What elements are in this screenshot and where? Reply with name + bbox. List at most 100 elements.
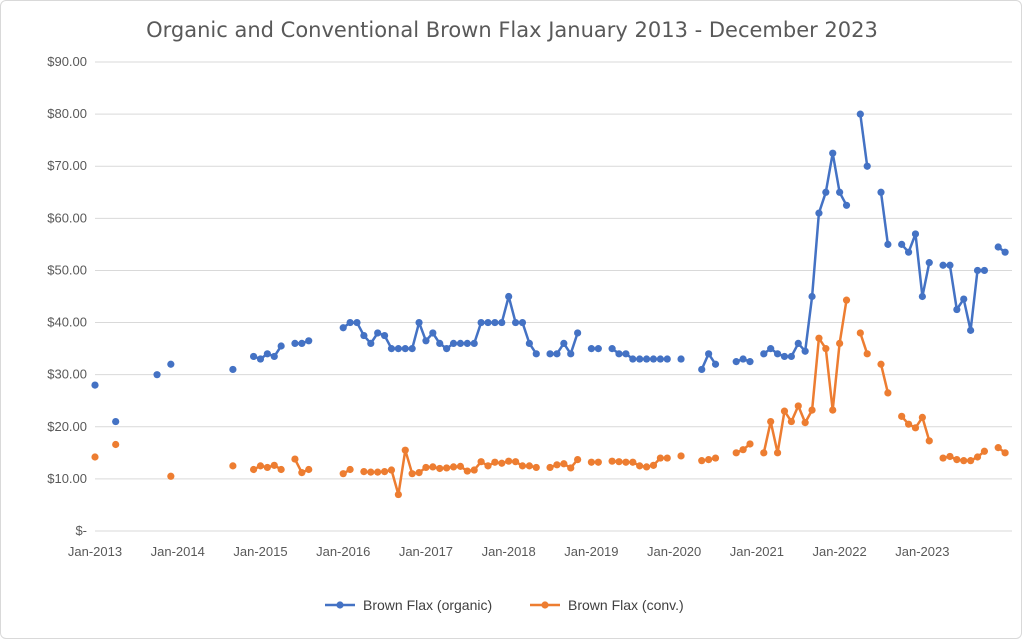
data-point	[339, 324, 347, 332]
data-point	[622, 350, 630, 358]
data-point	[525, 339, 533, 347]
chart-title: Organic and Conventional Brown Flax Janu…	[146, 18, 878, 42]
gridlines	[95, 61, 1012, 532]
data-point	[829, 149, 837, 157]
data-point	[649, 355, 658, 363]
data-point	[801, 419, 809, 427]
data-point	[711, 454, 720, 462]
series-plot-area	[91, 110, 1009, 499]
data-point	[546, 350, 554, 358]
data-point	[229, 365, 237, 374]
data-point	[374, 468, 382, 476]
data-point	[863, 162, 871, 170]
data-point	[911, 230, 920, 238]
data-point	[842, 296, 851, 304]
data-point	[256, 355, 265, 363]
data-point	[553, 350, 561, 358]
data-point	[918, 413, 926, 421]
y-tick-label: $50.00	[47, 262, 87, 277]
data-point	[705, 350, 713, 358]
series-line	[879, 192, 890, 245]
data-point	[401, 345, 409, 353]
data-point	[808, 406, 816, 414]
data-point	[263, 463, 271, 472]
data-point	[856, 110, 864, 118]
data-point	[856, 329, 864, 337]
data-point	[787, 352, 795, 361]
data-point	[91, 381, 99, 389]
data-point	[918, 292, 926, 301]
x-axis-ticks: Jan-2013 Jan-2014 Jan-2015 Jan-2016 Jan-2017…	[68, 544, 950, 559]
data-point	[594, 345, 602, 353]
data-point	[925, 259, 933, 267]
data-point	[511, 458, 520, 466]
data-point	[904, 420, 913, 428]
y-tick-label: $80.00	[47, 106, 87, 121]
data-point	[401, 446, 409, 454]
data-point	[167, 472, 175, 480]
data-point	[518, 318, 527, 327]
data-point	[794, 402, 802, 410]
data-point	[518, 462, 527, 470]
data-point	[953, 305, 961, 314]
data-point	[760, 449, 768, 457]
data-point	[884, 389, 892, 397]
series-conventional	[91, 296, 1009, 499]
data-point	[622, 458, 630, 466]
y-tick-label: $60.00	[47, 210, 87, 225]
y-tick-label: $30.00	[47, 367, 87, 382]
data-point	[511, 318, 520, 327]
data-point	[443, 464, 451, 472]
data-point	[298, 469, 306, 477]
data-point	[629, 355, 637, 363]
data-point	[374, 329, 382, 337]
data-point	[822, 188, 830, 196]
y-tick-label: $20.00	[47, 419, 87, 434]
data-point	[525, 462, 533, 470]
data-point	[973, 266, 982, 275]
data-point	[505, 292, 513, 301]
series-line	[900, 232, 931, 298]
data-point	[677, 452, 685, 460]
data-point	[877, 360, 885, 368]
data-point	[484, 462, 492, 470]
data-point	[698, 365, 706, 374]
data-point	[408, 470, 416, 478]
data-point	[270, 461, 278, 469]
data-point	[429, 463, 437, 471]
data-point	[808, 292, 816, 301]
data-point	[112, 440, 120, 449]
data-point	[470, 466, 478, 474]
data-point	[532, 463, 540, 472]
data-point	[967, 326, 975, 334]
data-point	[498, 459, 506, 467]
x-tick-label: Jan-2016	[316, 544, 370, 559]
data-point	[780, 352, 789, 361]
x-tick-label: Jan-2017	[399, 544, 453, 559]
series-line	[879, 363, 890, 394]
data-point	[705, 456, 713, 464]
data-point	[898, 240, 906, 248]
legend-item-organic[interactable]: Brown Flax (organic)	[325, 597, 492, 613]
data-point	[270, 352, 278, 361]
data-point	[429, 329, 437, 337]
legend-item-conventional[interactable]: Brown Flax (conv.)	[530, 597, 684, 613]
data-point	[167, 360, 175, 368]
data-point	[415, 469, 423, 477]
legend[interactable]: Brown Flax (organic) Brown Flax (conv.)	[325, 597, 684, 613]
data-point	[249, 352, 258, 361]
data-point	[367, 339, 375, 347]
data-point	[477, 318, 485, 327]
data-point	[773, 449, 782, 457]
data-point	[422, 463, 430, 472]
data-point	[836, 188, 844, 196]
data-point	[339, 470, 347, 478]
data-point	[663, 355, 671, 363]
data-point	[560, 460, 568, 468]
data-point	[615, 350, 623, 358]
data-point	[277, 342, 285, 350]
data-point	[546, 463, 554, 472]
data-point	[746, 358, 754, 366]
